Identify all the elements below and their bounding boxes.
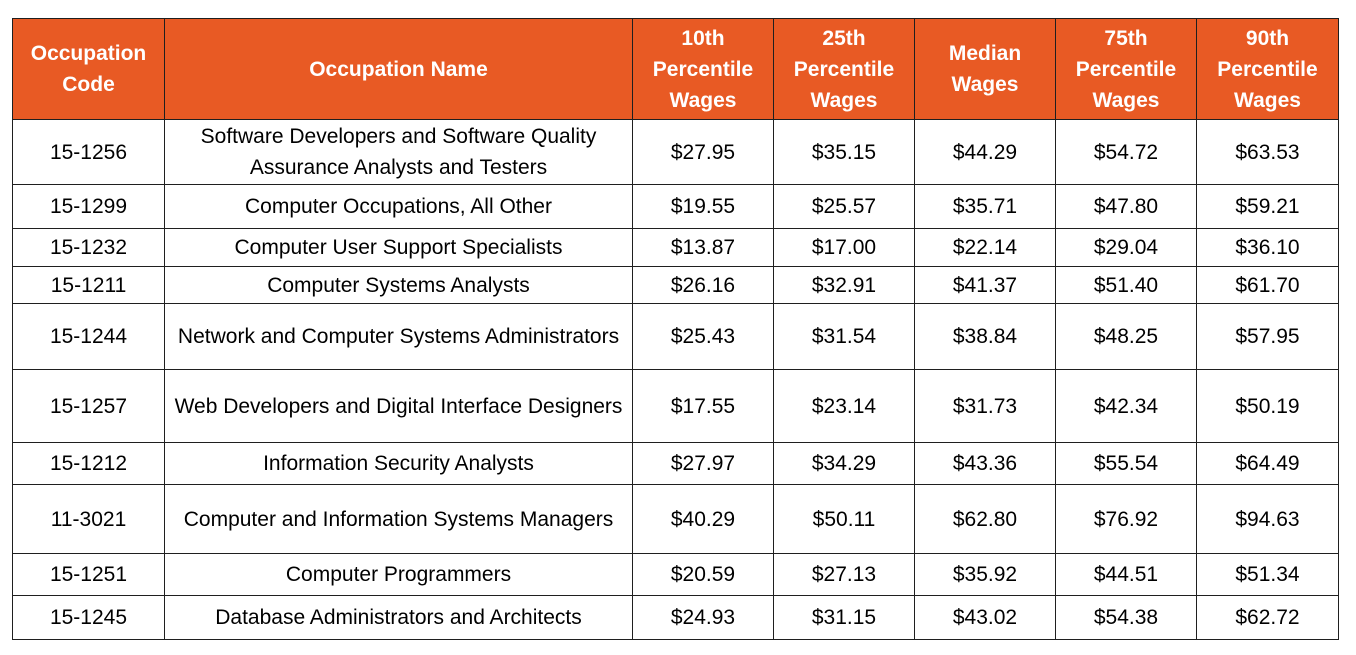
p75-cell: $55.54 [1055, 442, 1197, 485]
median-cell: $35.92 [914, 553, 1056, 596]
median-cell: $41.37 [914, 266, 1056, 304]
median-cell: $38.84 [914, 303, 1056, 370]
p90-cell: $63.53 [1196, 119, 1339, 185]
header-10th-percentile: 10th Percentile Wages [632, 18, 774, 120]
table-row: 15-1211 Computer Systems Analysts $26.16… [12, 266, 1339, 304]
table-row: 15-1299 Computer Occupations, All Other … [12, 184, 1339, 229]
p25-cell: $32.91 [773, 266, 915, 304]
p75-cell: $47.80 [1055, 184, 1197, 229]
p90-cell: $36.10 [1196, 228, 1339, 267]
p90-cell: $59.21 [1196, 184, 1339, 229]
table-body: 15-1256 Software Developers and Software… [12, 119, 1339, 640]
occupation-code-cell: 15-1211 [12, 266, 165, 304]
occupation-code-cell: 15-1299 [12, 184, 165, 229]
table-row: 15-1212 Information Security Analysts $2… [12, 442, 1339, 485]
p25-cell: $25.57 [773, 184, 915, 229]
wages-table: Occupation Code Occupation Name 10th Per… [12, 18, 1339, 640]
header-90th-percentile: 90th Percentile Wages [1196, 18, 1339, 120]
table-row: 11-3021 Computer and Information Systems… [12, 484, 1339, 554]
header-occupation-name: Occupation Name [164, 18, 633, 120]
p25-cell: $31.54 [773, 303, 915, 370]
header-occupation-code: Occupation Code [12, 18, 165, 120]
occupation-name-cell: Database Administrators and Architects [164, 595, 633, 640]
p10-cell: $26.16 [632, 266, 774, 304]
p25-cell: $23.14 [773, 369, 915, 443]
header-row: Occupation Code Occupation Name 10th Per… [12, 18, 1339, 120]
p90-cell: $62.72 [1196, 595, 1339, 640]
table-row: 15-1257 Web Developers and Digital Inter… [12, 369, 1339, 443]
p25-cell: $31.15 [773, 595, 915, 640]
p25-cell: $34.29 [773, 442, 915, 485]
p10-cell: $13.87 [632, 228, 774, 267]
p10-cell: $27.95 [632, 119, 774, 185]
table-header: Occupation Code Occupation Name 10th Per… [12, 18, 1339, 120]
occupation-name-cell: Computer Programmers [164, 553, 633, 596]
occupation-name-cell: Web Developers and Digital Interface Des… [164, 369, 633, 443]
p90-cell: $50.19 [1196, 369, 1339, 443]
occupation-code-cell: 15-1232 [12, 228, 165, 267]
occupation-name-cell: Information Security Analysts [164, 442, 633, 485]
p90-cell: $61.70 [1196, 266, 1339, 304]
table-row: 15-1251 Computer Programmers $20.59 $27.… [12, 553, 1339, 596]
p10-cell: $25.43 [632, 303, 774, 370]
header-75th-percentile: 75th Percentile Wages [1055, 18, 1197, 120]
table-row: 15-1244 Network and Computer Systems Adm… [12, 303, 1339, 370]
table-row: 15-1232 Computer User Support Specialist… [12, 228, 1339, 267]
median-cell: $43.36 [914, 442, 1056, 485]
p10-cell: $17.55 [632, 369, 774, 443]
median-cell: $62.80 [914, 484, 1056, 554]
occupation-code-cell: 15-1244 [12, 303, 165, 370]
occupation-name-cell: Network and Computer Systems Administrat… [164, 303, 633, 370]
p75-cell: $54.72 [1055, 119, 1197, 185]
p75-cell: $42.34 [1055, 369, 1197, 443]
occupation-name-cell: Software Developers and Software Quality… [164, 119, 633, 185]
occupation-name-cell: Computer Occupations, All Other [164, 184, 633, 229]
p10-cell: $20.59 [632, 553, 774, 596]
p10-cell: $40.29 [632, 484, 774, 554]
median-cell: $22.14 [914, 228, 1056, 267]
p75-cell: $44.51 [1055, 553, 1197, 596]
median-cell: $43.02 [914, 595, 1056, 640]
p90-cell: $51.34 [1196, 553, 1339, 596]
occupation-code-cell: 15-1257 [12, 369, 165, 443]
p10-cell: $24.93 [632, 595, 774, 640]
occupation-code-cell: 15-1256 [12, 119, 165, 185]
occupation-name-cell: Computer and Information Systems Manager… [164, 484, 633, 554]
p10-cell: $27.97 [632, 442, 774, 485]
p90-cell: $57.95 [1196, 303, 1339, 370]
p25-cell: $35.15 [773, 119, 915, 185]
occupation-code-cell: 15-1212 [12, 442, 165, 485]
p25-cell: $50.11 [773, 484, 915, 554]
occupation-code-cell: 15-1251 [12, 553, 165, 596]
header-25th-percentile: 25th Percentile Wages [773, 18, 915, 120]
p90-cell: $64.49 [1196, 442, 1339, 485]
p90-cell: $94.63 [1196, 484, 1339, 554]
median-cell: $35.71 [914, 184, 1056, 229]
p10-cell: $19.55 [632, 184, 774, 229]
occupation-name-cell: Computer User Support Specialists [164, 228, 633, 267]
p75-cell: $29.04 [1055, 228, 1197, 267]
p75-cell: $76.92 [1055, 484, 1197, 554]
occupation-code-cell: 11-3021 [12, 484, 165, 554]
occupation-name-cell: Computer Systems Analysts [164, 266, 633, 304]
p75-cell: $48.25 [1055, 303, 1197, 370]
median-cell: $44.29 [914, 119, 1056, 185]
p25-cell: $27.13 [773, 553, 915, 596]
p25-cell: $17.00 [773, 228, 915, 267]
p75-cell: $51.40 [1055, 266, 1197, 304]
header-median: Median Wages [914, 18, 1056, 120]
occupation-code-cell: 15-1245 [12, 595, 165, 640]
table-row: 15-1245 Database Administrators and Arch… [12, 595, 1339, 640]
p75-cell: $54.38 [1055, 595, 1197, 640]
median-cell: $31.73 [914, 369, 1056, 443]
table-row: 15-1256 Software Developers and Software… [12, 119, 1339, 185]
